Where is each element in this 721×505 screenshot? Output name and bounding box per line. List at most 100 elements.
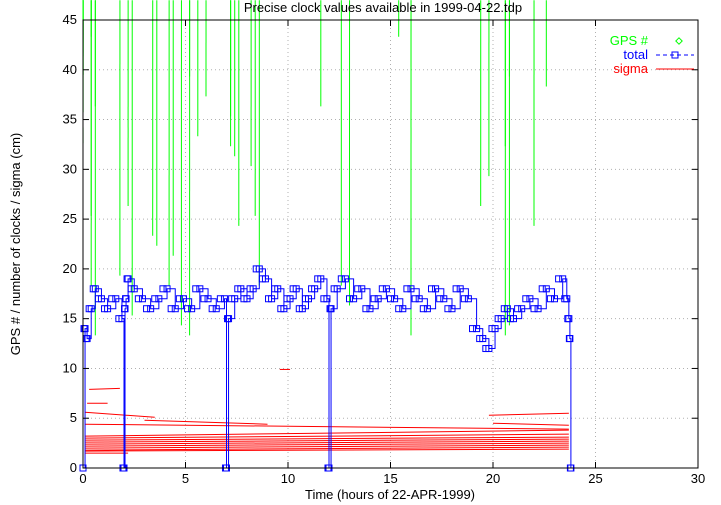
- total-point: [546, 295, 554, 303]
- total-point: [440, 295, 448, 303]
- total-point: [538, 285, 546, 293]
- total-point: [362, 305, 370, 313]
- total-point: [506, 315, 514, 323]
- total-point: [234, 285, 242, 293]
- y-tick-labels: 0 5 10 15 20 25 30 35 40 45: [63, 12, 77, 475]
- legend-marker-gps: [675, 37, 683, 45]
- sigma-line: [492, 422, 569, 426]
- total-point: [89, 285, 97, 293]
- legend-marker-total: [656, 51, 694, 59]
- sigma-line: [85, 436, 569, 441]
- total-point: [476, 335, 484, 343]
- total-point: [482, 345, 490, 353]
- total-point: [155, 295, 163, 303]
- total-point: [411, 295, 419, 303]
- total-point: [314, 275, 322, 283]
- total-point: [127, 285, 135, 293]
- sigma-line: [144, 419, 268, 425]
- total-point: [559, 275, 567, 283]
- sigma-line: [85, 423, 569, 430]
- total-point: [208, 305, 216, 313]
- total-point: [391, 295, 399, 303]
- total-point: [271, 285, 279, 293]
- total-point: [534, 305, 542, 313]
- total-point: [370, 295, 378, 303]
- total-point: [500, 305, 508, 313]
- x-tick-label: 0: [79, 471, 86, 486]
- total-point: [407, 285, 415, 293]
- total-point: [494, 315, 502, 323]
- total-point: [163, 285, 171, 293]
- total-point: [366, 305, 374, 313]
- chart-title: Precise clock values available in 1999-0…: [244, 0, 522, 15]
- total-point: [143, 305, 151, 313]
- total-point: [542, 285, 550, 293]
- total-point: [212, 305, 220, 313]
- axis-ticks: [82, 19, 699, 469]
- total-point: [346, 295, 353, 303]
- sigma-line: [85, 438, 569, 443]
- total-point: [196, 285, 204, 293]
- total-point: [108, 295, 116, 303]
- total-point: [265, 295, 273, 303]
- total-point: [94, 295, 102, 303]
- total-point: [224, 315, 232, 323]
- total-point: [85, 305, 93, 313]
- y-tick-label: 10: [63, 360, 77, 375]
- total-point: [159, 285, 167, 293]
- total-point: [514, 305, 522, 313]
- total-point: [308, 285, 316, 293]
- total-point: [460, 295, 468, 303]
- total-point: [175, 295, 183, 303]
- total-point: [341, 275, 349, 283]
- total-point: [115, 315, 123, 323]
- total-point: [350, 295, 358, 303]
- total-point: [123, 275, 131, 283]
- y-tick-label: 35: [63, 112, 77, 127]
- x-tick-label: 25: [588, 471, 602, 486]
- y-tick-label: 40: [63, 62, 77, 77]
- sigma-line: [85, 446, 569, 451]
- total-point: [204, 295, 212, 303]
- legend-label-gps: GPS #: [610, 33, 649, 48]
- x-tick-label: 5: [182, 471, 189, 486]
- total-point: [555, 275, 563, 283]
- x-tick-labels: 0 5 10 15 20 25 30: [79, 471, 705, 486]
- total-point: [171, 305, 179, 313]
- sigma-line: [85, 444, 569, 449]
- sigma-line: [85, 448, 569, 452]
- total-point: [121, 305, 129, 313]
- total-point: [101, 305, 109, 313]
- total-point: [295, 305, 303, 313]
- sigma-line: [488, 412, 569, 416]
- total-point: [112, 295, 120, 303]
- total-point: [147, 305, 155, 313]
- total-point: [179, 295, 187, 303]
- total-point: [192, 285, 200, 293]
- total-point: [252, 265, 260, 273]
- total-point: [358, 285, 366, 293]
- total-point: [277, 305, 285, 313]
- y-tick-label: 5: [70, 410, 77, 425]
- legend-label-sigma: sigma: [613, 61, 648, 76]
- y-tick-label: 0: [70, 460, 77, 475]
- total-point: [80, 325, 88, 333]
- total-point: [561, 295, 569, 303]
- x-axis-label: Time (hours of 22-APR-1999): [305, 487, 475, 502]
- total-point: [423, 305, 431, 313]
- total-point: [419, 305, 427, 313]
- total-point: [530, 305, 538, 313]
- total-point: [464, 295, 472, 303]
- total-point: [387, 295, 394, 303]
- x-tick-label: 20: [486, 471, 500, 486]
- total-point: [428, 285, 435, 293]
- total-point: [469, 325, 476, 333]
- total-point: [518, 305, 526, 313]
- total-point: [526, 295, 534, 303]
- total-point: [167, 305, 175, 313]
- total-point: [134, 295, 142, 303]
- total-point: [188, 305, 196, 313]
- legend-total-square: [671, 51, 679, 59]
- sigma-line: [89, 387, 120, 390]
- total-point: [444, 305, 452, 313]
